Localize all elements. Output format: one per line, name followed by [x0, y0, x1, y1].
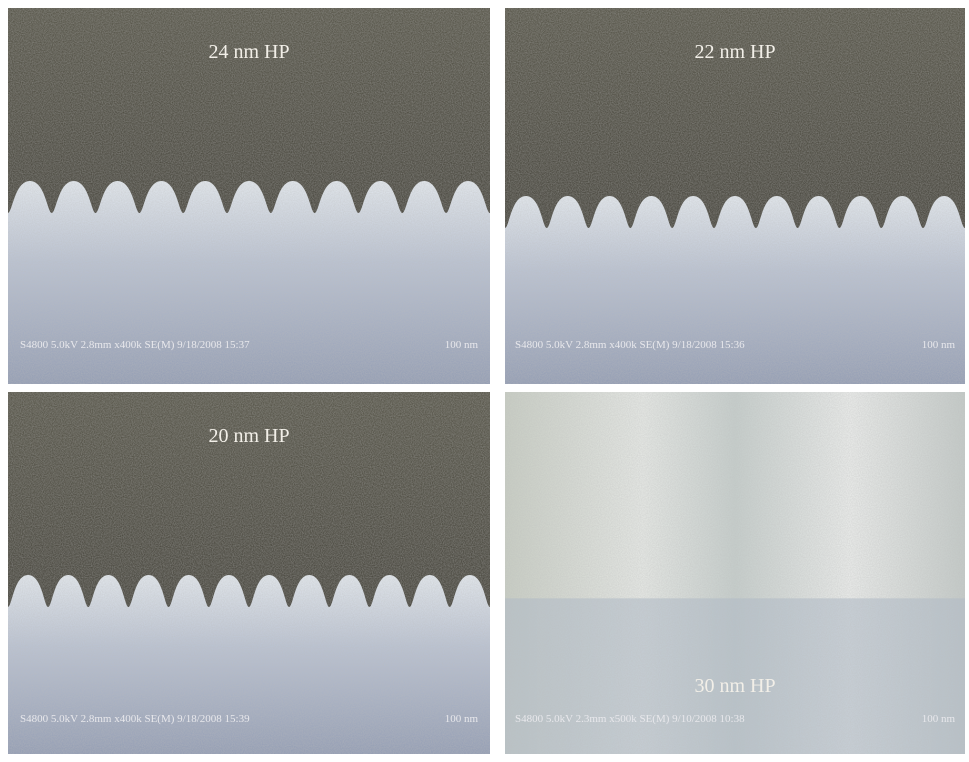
sem-panel: 30 nm HP S4800 5.0kV 2.3mm x500k SE(M) 9… [505, 392, 965, 754]
noise-overlay [8, 8, 490, 384]
noise-overlay [505, 392, 965, 754]
panel-label: 24 nm HP [208, 41, 289, 63]
panel-info: S4800 5.0kV 2.8mm x400k SE(M) 9/18/2008 … [515, 339, 745, 351]
panel-scale: 100 nm [922, 713, 956, 725]
panel-info: S4800 5.0kV 2.8mm x400k SE(M) 9/18/2008 … [20, 339, 250, 351]
panel-scale: 100 nm [922, 339, 956, 351]
panel-scale: 100 nm [445, 339, 479, 351]
panel-scale: 100 nm [445, 713, 479, 725]
panel-info: S4800 5.0kV 2.3mm x500k SE(M) 9/10/2008 … [515, 713, 745, 725]
panel-info: S4800 5.0kV 2.8mm x400k SE(M) 9/18/2008 … [20, 713, 250, 725]
sem-panel: 24 nm HP S4800 5.0kV 2.8mm x400k SE(M) 9… [8, 8, 490, 384]
sem-panel: 20 nm HP S4800 5.0kV 2.8mm x400k SE(M) 9… [8, 392, 490, 754]
panel-label: 30 nm HP [694, 675, 775, 697]
page: 24 nm HP S4800 5.0kV 2.8mm x400k SE(M) 9… [0, 0, 969, 762]
panel-label: 20 nm HP [208, 425, 289, 447]
panel-label: 22 nm HP [694, 41, 775, 63]
noise-overlay [505, 8, 965, 384]
sem-panel: 22 nm HP S4800 5.0kV 2.8mm x400k SE(M) 9… [505, 8, 965, 384]
